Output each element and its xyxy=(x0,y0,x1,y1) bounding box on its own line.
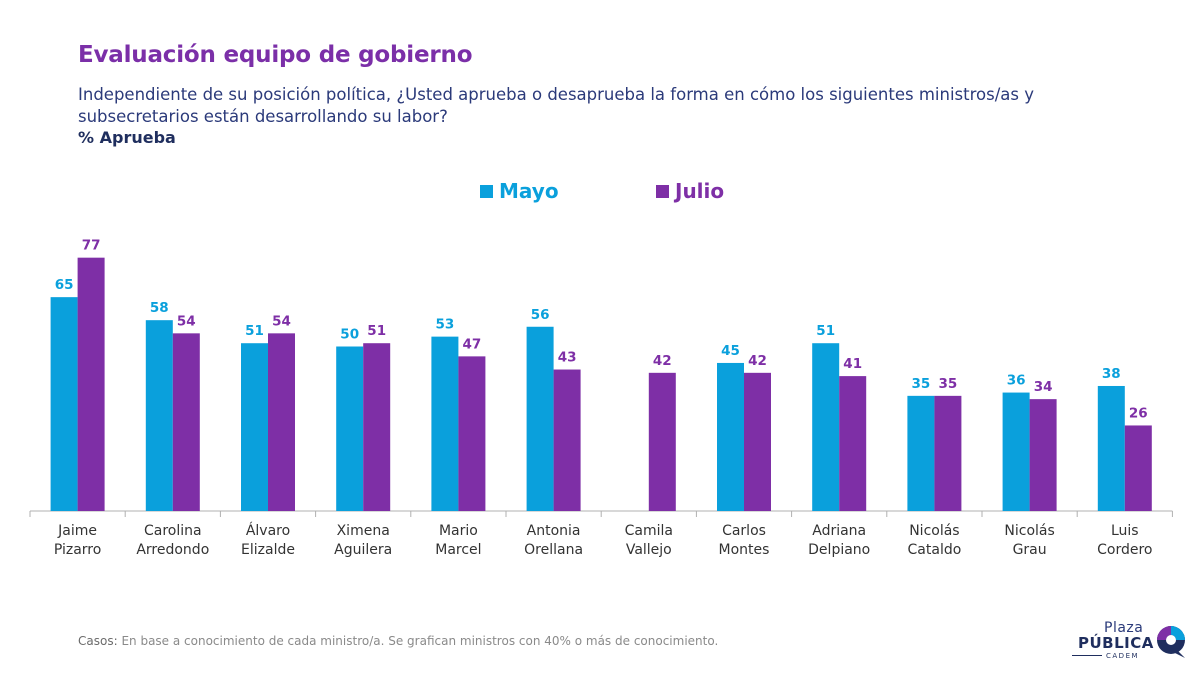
category-label: Delpiano xyxy=(808,542,870,558)
footnote: Casos: En base a conocimiento de cada mi… xyxy=(78,634,718,648)
category-label: Ximena xyxy=(337,523,390,539)
data-label-julio: 43 xyxy=(558,350,577,366)
data-label-julio: 54 xyxy=(272,313,291,329)
bar-mayo xyxy=(717,362,744,511)
category-label: Cordero xyxy=(1097,542,1152,558)
legend-swatch-julio xyxy=(656,184,669,198)
bar-mayo xyxy=(1097,385,1125,511)
data-label-mayo: 50 xyxy=(340,327,359,343)
survey-question: Independiente de su posición política, ¿… xyxy=(78,85,1034,126)
bar-mayo xyxy=(431,336,459,511)
category-label: Adriana xyxy=(812,523,866,539)
bar-mayo xyxy=(50,297,78,511)
category-label: Montes xyxy=(719,542,770,558)
bar-mayo xyxy=(526,326,554,511)
data-label-julio: 41 xyxy=(843,356,862,372)
data-label-julio: 51 xyxy=(367,323,386,339)
data-label-julio: 54 xyxy=(177,313,196,329)
legend-item-mayo: Mayo xyxy=(480,179,559,203)
category-label: Pizarro xyxy=(54,542,101,558)
data-label-julio: 26 xyxy=(1129,405,1148,421)
category-label: Cataldo xyxy=(908,542,962,558)
category-label: Elizalde xyxy=(241,542,295,558)
bar-julio xyxy=(553,369,581,511)
category-label: Luis xyxy=(1111,523,1139,539)
category-label: Arredondo xyxy=(136,542,209,558)
category-label: Marcel xyxy=(435,542,481,558)
category-label: Carolina xyxy=(144,523,202,539)
logo-text-cadem: CADEM xyxy=(1106,652,1140,660)
bar-mayo xyxy=(1002,392,1030,511)
bar-julio xyxy=(648,372,676,511)
bar-julio xyxy=(268,333,295,511)
data-label-mayo: 56 xyxy=(531,307,550,323)
data-label-julio: 35 xyxy=(939,376,958,392)
data-label-julio: 42 xyxy=(748,353,767,369)
bar-julio xyxy=(1124,425,1152,511)
logo-text-publica: PÚBLICA xyxy=(1078,634,1154,652)
data-label-mayo: 35 xyxy=(912,376,931,392)
chart-legend: Mayo Julio xyxy=(0,179,1200,207)
category-label: Jaime xyxy=(57,523,97,539)
category-label: Antonia xyxy=(527,523,581,539)
legend-label-julio: Julio xyxy=(675,179,725,203)
data-label-julio: 47 xyxy=(463,336,482,352)
data-label-julio: 34 xyxy=(1034,379,1053,395)
bar-mayo xyxy=(145,320,173,511)
bar-julio xyxy=(1029,399,1057,511)
legend-label-mayo: Mayo xyxy=(499,179,559,203)
data-label-mayo: 36 xyxy=(1007,373,1026,389)
category-label: Camila xyxy=(625,523,673,539)
logo-text-plaza: Plaza xyxy=(1104,620,1144,636)
data-label-mayo: 58 xyxy=(150,300,169,316)
bar-julio xyxy=(458,356,486,511)
bar-mayo xyxy=(241,343,268,511)
bar-julio xyxy=(172,333,200,511)
data-label-mayo: 65 xyxy=(55,277,74,293)
category-label: Aguilera xyxy=(334,542,392,558)
bar-mayo xyxy=(812,343,840,511)
data-label-mayo: 51 xyxy=(816,323,835,339)
data-label-mayo: 38 xyxy=(1102,366,1121,382)
category-label: Carlos xyxy=(722,523,766,539)
metric-label: % Aprueba xyxy=(78,128,176,147)
data-label-mayo: 51 xyxy=(245,323,264,339)
category-label: Orellana xyxy=(524,542,583,558)
speech-bubble-icon xyxy=(1157,626,1185,658)
bar-mayo xyxy=(336,346,364,511)
category-label: Nicolás xyxy=(909,523,959,539)
category-label: Vallejo xyxy=(626,542,672,558)
category-label: Mario xyxy=(439,523,478,539)
legend-item-julio: Julio xyxy=(656,179,724,203)
bar-mayo xyxy=(907,395,935,511)
data-label-mayo: 45 xyxy=(721,343,740,359)
data-label-julio: 42 xyxy=(653,353,672,369)
logo-divider xyxy=(1072,655,1102,656)
category-label: Nicolás xyxy=(1004,523,1054,539)
bar-chart: 65 77 Jaime Pizarro 58 54 Carolina Arredondo 51 5… xyxy=(29,238,1173,558)
bar-julio xyxy=(839,376,867,511)
bar-julio xyxy=(744,372,771,511)
category-label: Álvaro xyxy=(246,522,290,539)
category-label: Grau xyxy=(1013,542,1047,558)
legend-swatch-mayo xyxy=(480,184,493,198)
bar-julio xyxy=(363,343,391,511)
plaza-publica-logo: Plaza PÚBLICA CADEM xyxy=(1072,620,1190,665)
footnote-label: Casos: xyxy=(78,634,118,648)
bar-julio xyxy=(77,257,105,511)
data-label-julio: 77 xyxy=(82,238,101,254)
chart-title: Evaluación equipo de gobierno xyxy=(78,42,473,68)
footnote-text: En base a conocimiento de cada ministro/… xyxy=(121,634,719,648)
data-label-mayo: 53 xyxy=(436,317,455,333)
bar-julio xyxy=(934,395,962,511)
